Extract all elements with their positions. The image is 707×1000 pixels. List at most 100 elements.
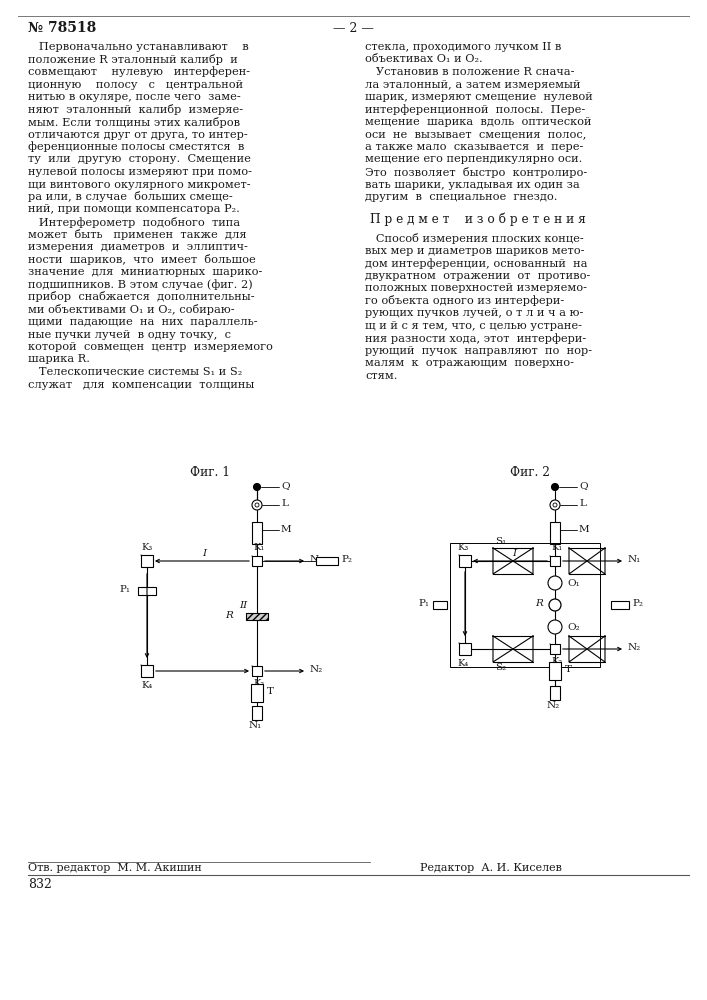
Text: Это  позволяет  быстро  контролиро-: Это позволяет быстро контролиро- [365, 166, 588, 178]
Text: L: L [579, 499, 586, 508]
Text: Способ измерения плоских конце-: Способ измерения плоских конце- [365, 233, 584, 244]
Text: S₂: S₂ [495, 662, 506, 672]
Text: малям  к  отражающим  поверхно-: малям к отражающим поверхно- [365, 358, 574, 368]
Bar [138, 587, 156, 595]
Circle shape [252, 500, 262, 510]
Text: N₂: N₂ [310, 664, 323, 674]
Text: Установив в положение R снача-: Установив в положение R снача- [365, 67, 575, 77]
Text: вать шарики, укладывая их один за: вать шарики, укладывая их один за [365, 180, 580, 190]
Text: шарик, измеряют смещение  нулевой: шарик, измеряют смещение нулевой [365, 92, 592, 102]
Text: нитью в окуляре, после чего  заме-: нитью в окуляре, после чего заме- [28, 92, 241, 102]
Text: оси  не  вызывает  смещения  полос,: оси не вызывает смещения полос, [365, 129, 586, 139]
Bar [141, 665, 153, 677]
Text: мещение его перпендикулярно оси.: мещение его перпендикулярно оси. [365, 154, 583, 164]
Text: ционную    полосу   с   центральной: ционную полосу с центральной [28, 80, 243, 90]
Text: O₁: O₁ [567, 578, 580, 587]
Text: прибор  снабжается  дополнительны-: прибор снабжается дополнительны- [28, 292, 255, 302]
Bar [141, 555, 153, 567]
Circle shape [551, 484, 559, 490]
Bar [252, 706, 262, 720]
Text: P₁: P₁ [418, 599, 429, 608]
Text: N₁: N₁ [249, 720, 262, 730]
Text: Редактор  А. И. Киселев: Редактор А. И. Киселев [420, 863, 562, 873]
Text: стекла, проходимого лучком ІІ в: стекла, проходимого лучком ІІ в [365, 42, 561, 52]
Text: K₄: K₄ [141, 680, 152, 690]
Text: рующий  пучок  направляют  по  нор-: рующий пучок направляют по нор- [365, 346, 592, 356]
Circle shape [255, 503, 259, 507]
Text: может  быть   применен  также  для: может быть применен также для [28, 229, 247, 240]
Text: K₄: K₄ [457, 658, 468, 668]
Bar [251, 684, 263, 702]
Text: щи винтового окулярного микромет-: щи винтового окулярного микромет- [28, 180, 250, 190]
Text: значение  для  миниатюрных  шарико-: значение для миниатюрных шарико- [28, 267, 262, 277]
Text: 832: 832 [28, 879, 52, 892]
Text: — 2 —: — 2 — [332, 21, 373, 34]
Text: ний, при помощи компенсатора P₂.: ний, при помощи компенсатора P₂. [28, 205, 240, 215]
Text: щими  падающие  на  них  параллель-: щими падающие на них параллель- [28, 317, 257, 327]
Text: подшипников. В этом случае (фиг. 2): подшипников. В этом случае (фиг. 2) [28, 279, 252, 290]
Text: № 78518: № 78518 [28, 21, 96, 35]
Text: ту  или  другую  сторону.  Смещение: ту или другую сторону. Смещение [28, 154, 251, 164]
Text: L: L [281, 499, 288, 508]
Text: го объекта одного из интерфери-: го объекта одного из интерфери- [365, 295, 564, 306]
Text: S₁: S₁ [495, 536, 506, 546]
Text: P₂: P₂ [632, 599, 643, 608]
Text: отличаются друг от друга, то интер-: отличаются друг от друга, то интер- [28, 129, 247, 139]
Bar [459, 643, 471, 655]
Text: положных поверхностей измеряемо-: положных поверхностей измеряемо- [365, 283, 587, 293]
Text: ния разности хода, этот  интерфери-: ния разности хода, этот интерфери- [365, 333, 586, 344]
Text: M: M [579, 524, 590, 534]
Text: Интерферометр  подобного  типа: Интерферометр подобного типа [28, 217, 240, 228]
Text: рующих пучков лучей, о т л и ч а ю-: рующих пучков лучей, о т л и ч а ю- [365, 308, 583, 318]
Text: I: I [513, 548, 517, 558]
Text: мещение  шарика  вдоль  оптической: мещение шарика вдоль оптической [365, 117, 592, 127]
Text: I: I [202, 548, 206, 558]
Text: П р е д м е т    и з о б р е т е н и я: П р е д м е т и з о б р е т е н и я [370, 213, 586, 226]
Bar [459, 555, 471, 567]
Bar [252, 522, 262, 544]
Text: II: II [239, 601, 247, 610]
Text: Q: Q [579, 482, 588, 490]
Text: дом интерференции, основанный  на: дом интерференции, основанный на [365, 258, 588, 269]
Text: а также мало  сказывается  и  пере-: а также мало сказывается и пере- [365, 142, 583, 152]
Text: ности  шариков,  что  имеет  большое: ности шариков, что имеет большое [28, 254, 256, 265]
Text: ференционные полосы сместятся  в: ференционные полосы сместятся в [28, 142, 245, 152]
Text: интерференционной  полосы.  Пере-: интерференционной полосы. Пере- [365, 104, 585, 115]
Bar [550, 686, 560, 700]
Text: P₁: P₁ [119, 585, 130, 594]
Text: K₃: K₃ [457, 542, 468, 552]
Text: K₁: K₁ [253, 544, 264, 552]
Bar [252, 556, 262, 566]
Text: ми объективами O₁ и O₂, собираю-: ми объективами O₁ и O₂, собираю- [28, 304, 235, 315]
Bar [316, 557, 338, 565]
Text: Q: Q [281, 482, 290, 490]
Text: N₂: N₂ [547, 700, 560, 710]
Text: шарика R.: шарика R. [28, 355, 90, 364]
Text: ные пучки лучей  в одну точку,  с: ные пучки лучей в одну точку, с [28, 330, 231, 340]
Text: стям.: стям. [365, 371, 397, 381]
Bar [611, 601, 629, 609]
Circle shape [548, 576, 562, 590]
Text: Телескопические системы S₁ и S₂: Телескопические системы S₁ и S₂ [28, 367, 243, 377]
Text: R: R [225, 610, 233, 619]
Text: T: T [565, 664, 572, 674]
Bar [550, 522, 560, 544]
Text: Отв. редактор  М. М. Акишин: Отв. редактор М. М. Акишин [28, 863, 201, 873]
Text: K₂: K₂ [551, 658, 562, 666]
Text: другим  в  специальное  гнездо.: другим в специальное гнездо. [365, 192, 558, 202]
Text: Первоначально устанавливают    в: Первоначально устанавливают в [28, 42, 249, 52]
Text: P₂: P₂ [341, 556, 352, 564]
Text: Фиг. 2: Фиг. 2 [510, 466, 550, 480]
Text: которой  совмещен  центр  измеряемого: которой совмещен центр измеряемого [28, 342, 273, 352]
Bar [550, 644, 560, 654]
Text: N₁: N₁ [628, 554, 641, 564]
Bar [252, 666, 262, 676]
Text: K₁: K₁ [551, 544, 562, 552]
Text: O₂: O₂ [567, 622, 580, 632]
Text: K₂: K₂ [253, 680, 264, 688]
Bar [450, 543, 600, 667]
Text: измерения  диаметров  и  эллиптич-: измерения диаметров и эллиптич- [28, 242, 248, 252]
Bar [433, 601, 447, 609]
Text: ра или, в случае  больших смеще-: ра или, в случае больших смеще- [28, 192, 233, 202]
Text: щ и й с я тем, что, с целью устране-: щ и й с я тем, что, с целью устране- [365, 321, 582, 331]
